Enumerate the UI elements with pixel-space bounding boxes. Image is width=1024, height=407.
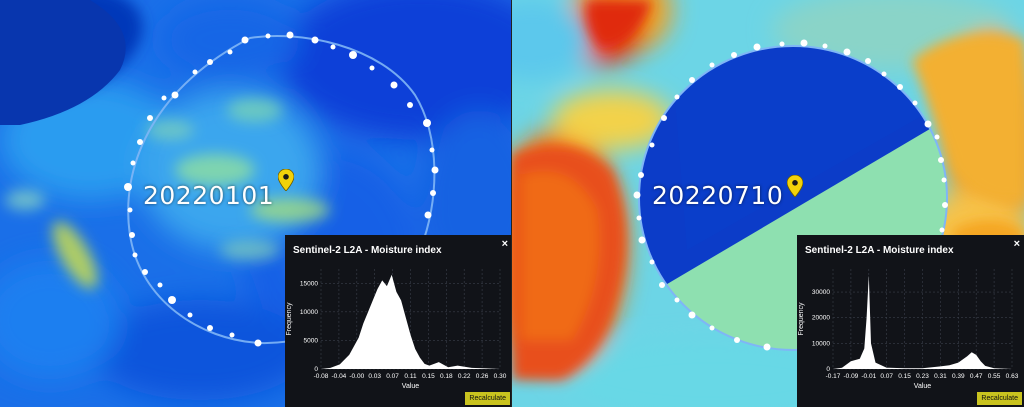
y-tick-label: 20000 — [812, 315, 830, 322]
histogram-popup: Sentinel-2 L2A - Moisture index × -0.08-… — [285, 235, 512, 407]
x-axis-label: Value — [402, 383, 419, 390]
location-pin-icon[interactable] — [278, 169, 294, 191]
x-tick-label: -0.17 — [826, 373, 841, 380]
location-pin-icon[interactable] — [787, 175, 803, 197]
map-view-left[interactable]: 20220101 Sentinel-2 L2A - Moisture index… — [0, 0, 512, 407]
x-tick-label: 0.39 — [952, 373, 965, 380]
histogram-area — [321, 274, 500, 369]
x-tick-label: -0.00 — [349, 373, 364, 380]
x-tick-label: 0.07 — [880, 373, 893, 380]
recalculate-button[interactable]: Recalculate — [465, 392, 510, 405]
y-tick-label: 10000 — [300, 309, 318, 316]
x-tick-label: 0.15 — [422, 373, 435, 380]
x-tick-label: 0.18 — [440, 373, 453, 380]
x-tick-label: -0.04 — [331, 373, 346, 380]
x-tick-label: -0.01 — [861, 373, 876, 380]
y-axis-label: Frequency — [286, 302, 293, 336]
histogram-popup: Sentinel-2 L2A - Moisture index × -0.17-… — [797, 235, 1024, 407]
y-tick-label: 0 — [826, 366, 830, 373]
x-tick-label: 0.47 — [970, 373, 983, 380]
histogram-chart: -0.17 -0.09 -0.01 0.07 0.15 0.23 0.31 0.39 0.47 0… — [798, 269, 1019, 390]
x-axis-label: Value — [914, 383, 931, 390]
x-tick-label: 0.23 — [916, 373, 929, 380]
x-tick-label: 0.30 — [494, 373, 507, 380]
date-label: 20220710 — [652, 181, 784, 210]
popup-title: Sentinel-2 L2A - Moisture index — [805, 245, 954, 256]
x-tick-label: 0.15 — [898, 373, 911, 380]
x-tick-label: 0.63 — [1006, 373, 1019, 380]
x-tick-label: -0.08 — [314, 373, 329, 380]
popup-title: Sentinel-2 L2A - Moisture index — [293, 245, 442, 256]
y-tick-label: 5000 — [304, 337, 319, 344]
close-icon[interactable]: × — [501, 238, 508, 250]
x-tick-label: 0.26 — [476, 373, 489, 380]
y-tick-label: 15000 — [300, 280, 318, 287]
x-tick-label: 0.07 — [386, 373, 399, 380]
recalculate-button[interactable]: Recalculate — [977, 392, 1022, 405]
x-tick-label: -0.09 — [843, 373, 858, 380]
date-label: 20220101 — [143, 181, 275, 210]
histogram-area — [833, 275, 1012, 369]
close-icon[interactable]: × — [1013, 238, 1020, 250]
map-view-right[interactable]: 20220710 Sentinel-2 L2A - Moisture index… — [512, 0, 1024, 407]
x-tick-label: 0.03 — [368, 373, 381, 380]
moisture-map-left[interactable] — [0, 0, 512, 407]
x-tick-label: 0.22 — [458, 373, 471, 380]
x-tick-label: 0.55 — [988, 373, 1001, 380]
y-tick-label: 30000 — [812, 289, 830, 296]
x-tick-label: 0.31 — [934, 373, 947, 380]
histogram-chart: -0.08 -0.04 -0.00 0.03 0.07 0.11 0.15 0.18 0.22 0… — [286, 269, 507, 390]
y-axis-label: Frequency — [798, 302, 805, 336]
y-tick-label: 0 — [314, 366, 318, 373]
y-tick-label: 10000 — [812, 340, 830, 347]
x-tick-label: 0.11 — [404, 373, 417, 380]
